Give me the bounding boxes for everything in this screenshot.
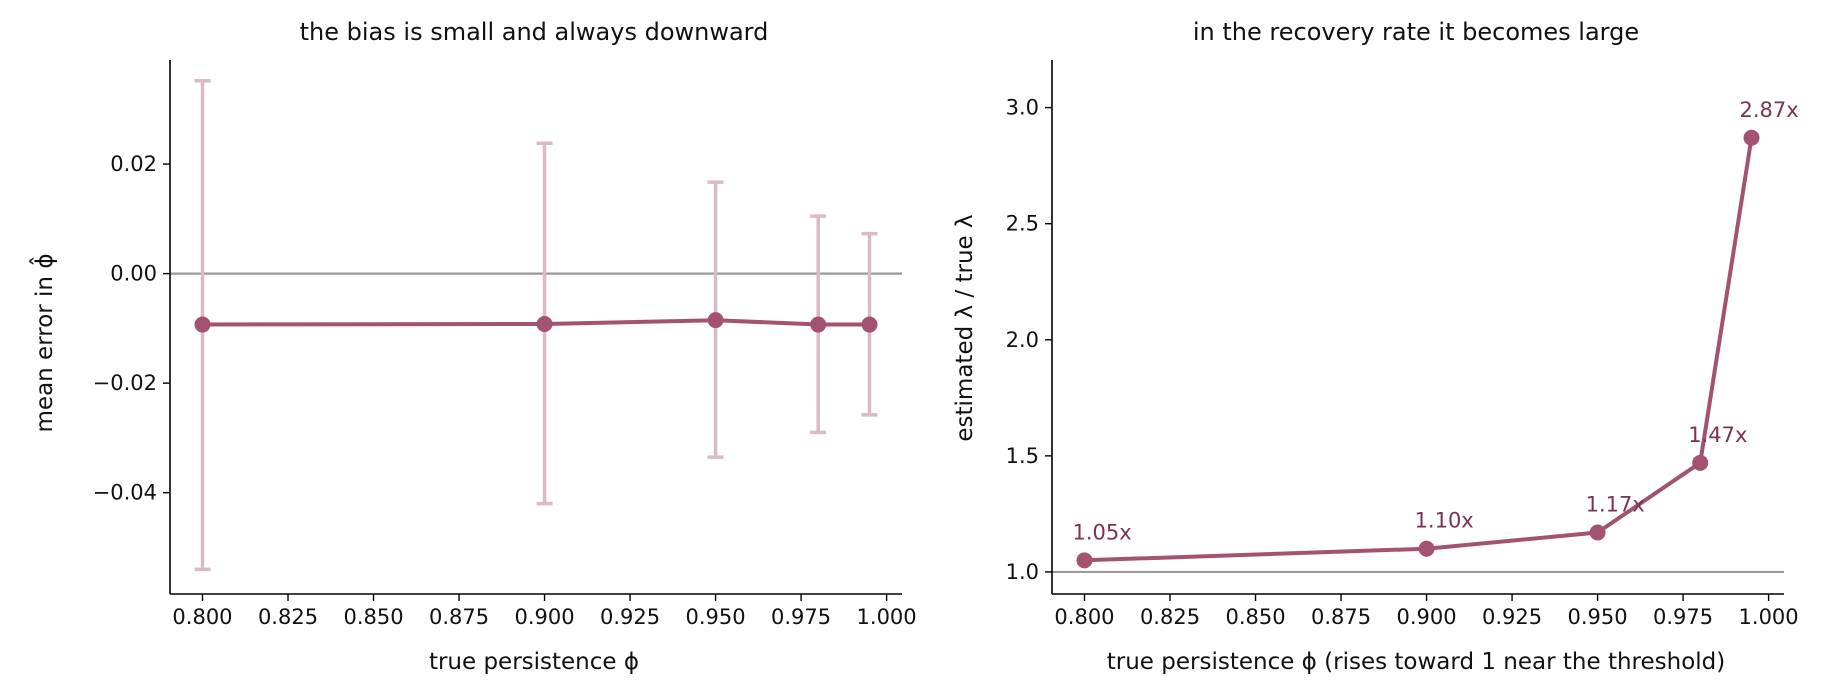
left-x-axis-label: true persistence ϕ <box>429 649 639 675</box>
left-series-line <box>202 318 870 327</box>
left-x-tick-label: 0.975 <box>771 605 831 629</box>
left-y-tick-label: 0.02 <box>110 152 157 176</box>
right-x-tick-label: 0.875 <box>1311 605 1371 629</box>
right-plot-area: 0.800 0.825 0.850 0.875 0.900 0.925 0.950 0.975… <box>1006 60 1799 629</box>
right-x-tick-label: 1.000 <box>1739 605 1799 629</box>
right-x-tick-label: 0.850 <box>1225 605 1285 629</box>
right-series-line <box>1084 137 1754 563</box>
right-x-tick-label: 0.975 <box>1653 605 1713 629</box>
left-x-tick-label: 0.800 <box>172 605 232 629</box>
right-x-axis-label: true persistence ϕ (rises toward 1 near … <box>1107 649 1726 675</box>
right-data-point <box>1692 454 1709 471</box>
right-data-point <box>1743 129 1760 146</box>
left-y-tick-label: −0.04 <box>93 481 157 505</box>
left-data-point <box>707 312 724 329</box>
right-data-label: 1.05x <box>1072 520 1131 544</box>
right-x-tick-label: 0.950 <box>1568 605 1628 629</box>
left-plot-area: 0.800 0.825 0.850 0.875 0.900 0.925 0.950 0.975… <box>93 60 917 629</box>
right-y-tick-label: 2.0 <box>1006 328 1039 352</box>
right-data-point <box>1076 552 1093 569</box>
right-data-label: 1.47x <box>1688 423 1747 447</box>
left-x-tick-label: 0.875 <box>429 605 489 629</box>
right-y-tick-label: 3.0 <box>1006 96 1039 120</box>
left-x-tick-label: 0.950 <box>686 605 746 629</box>
right-y-axis-label: estimated λ / true λ <box>952 214 978 441</box>
left-panel: the bias is small and always downward 0.… <box>29 18 917 675</box>
right-y-tick-label: 1.0 <box>1006 560 1039 584</box>
left-x-tick-label: 0.825 <box>258 605 318 629</box>
left-data-point <box>861 316 878 333</box>
left-x-tick-label: 0.850 <box>343 605 403 629</box>
right-data-label: 1.10x <box>1415 509 1474 533</box>
right-data-label: 1.17x <box>1586 492 1645 516</box>
left-data-point <box>194 316 211 333</box>
right-x-tick-label: 0.925 <box>1482 605 1542 629</box>
left-x-tick-label: 0.925 <box>600 605 660 629</box>
right-chart-title: in the recovery rate it becomes large <box>1193 18 1639 46</box>
left-y-axis-label: mean error in ϕ̂ <box>29 254 58 433</box>
right-x-tick-label: 0.800 <box>1054 605 1114 629</box>
left-x-tick-label: 0.900 <box>514 605 574 629</box>
right-y-tick-label: 2.5 <box>1006 212 1039 236</box>
right-y-tick-label: 1.5 <box>1006 444 1039 468</box>
right-panel: in the recovery rate it becomes large 0.… <box>952 18 1799 675</box>
left-data-point <box>536 315 553 332</box>
right-data-point <box>1418 540 1435 557</box>
left-data-point <box>810 316 827 333</box>
left-x-tick-label: 1.000 <box>857 605 917 629</box>
right-x-tick-label: 0.900 <box>1396 605 1456 629</box>
left-chart-title: the bias is small and always downward <box>300 18 769 46</box>
left-y-tick-label: −0.02 <box>93 371 157 395</box>
right-data-label: 2.87x <box>1740 98 1799 122</box>
right-data-point <box>1589 524 1606 541</box>
left-y-tick-label: 0.00 <box>110 262 157 286</box>
right-x-tick-label: 0.825 <box>1140 605 1200 629</box>
